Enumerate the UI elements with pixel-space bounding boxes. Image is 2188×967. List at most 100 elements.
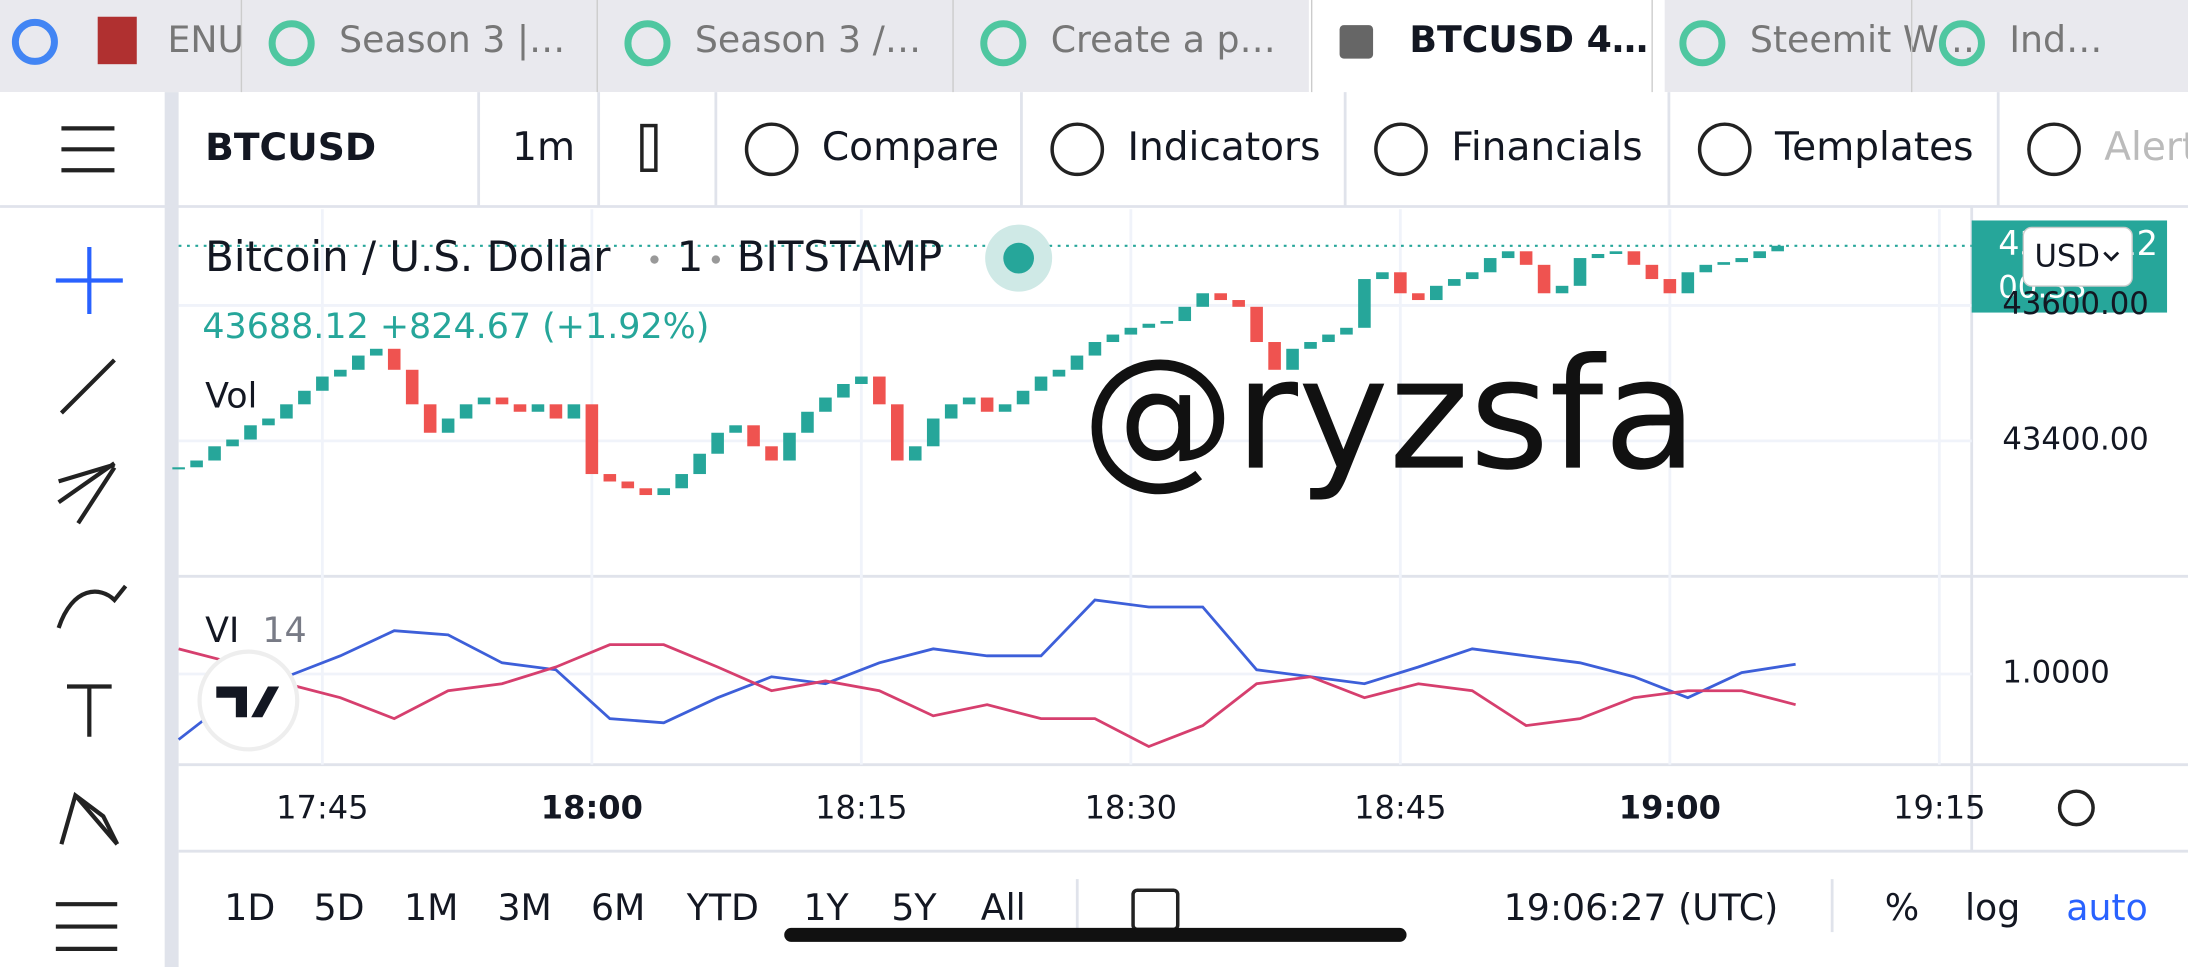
candle — [765, 446, 778, 461]
separator-dot — [650, 255, 659, 264]
toolbar-button[interactable]: Alert — [2104, 125, 2188, 170]
currency-button[interactable] — [2022, 226, 2133, 287]
x-tick-label: 18:15 — [815, 788, 907, 826]
candle — [1376, 272, 1389, 280]
text-tool[interactable] — [66, 684, 112, 737]
tab-title[interactable]: Season 3 |… — [339, 18, 565, 61]
candle — [298, 390, 311, 405]
app — [0, 92, 2188, 967]
tab-title[interactable]: Season 3 /… — [695, 18, 921, 61]
candle — [1286, 348, 1299, 370]
x-tick-label: 17:45 — [276, 788, 368, 826]
range-button[interactable]: 6M — [591, 886, 645, 929]
candle — [962, 397, 976, 405]
candle — [1178, 306, 1192, 322]
currency: USD — [2034, 240, 2100, 275]
candle — [1537, 264, 1551, 294]
pattern-tool[interactable] — [59, 791, 120, 846]
scale-option[interactable]: % — [1885, 886, 1919, 929]
candle — [495, 397, 509, 405]
toolbar-button[interactable]: Templates — [1774, 125, 1974, 170]
tab-icon — [624, 20, 671, 67]
candle — [567, 404, 581, 419]
candle — [1340, 327, 1353, 335]
symbol[interactable]: BTCUSD — [205, 125, 376, 169]
tab-title[interactable]: Create a p… — [1051, 18, 1276, 61]
tab-icon — [980, 20, 1027, 67]
candle — [908, 446, 922, 461]
range-button[interactable]: 3M — [497, 886, 551, 929]
candle — [387, 348, 401, 370]
candle — [1160, 321, 1174, 324]
scale-option[interactable]: auto — [2066, 886, 2148, 929]
close-icon[interactable] — [1339, 25, 1374, 59]
legend-values: 43688.12 +824.67 (+1.92%) — [202, 307, 709, 347]
vi-line — [178, 643, 1796, 749]
candle — [657, 488, 671, 496]
candle — [1663, 279, 1677, 294]
range-button[interactable]: 1Y — [803, 886, 849, 929]
line-tool[interactable] — [59, 358, 116, 415]
candle — [603, 474, 617, 482]
measure-tool[interactable] — [55, 902, 118, 951]
tab-title[interactable]: Ind… — [2009, 18, 2102, 61]
legend-title: Bitcoin / U.S. Dollar — [205, 232, 611, 281]
tv-logo[interactable] — [197, 649, 300, 752]
fib-tool[interactable] — [57, 461, 117, 525]
settings-icon[interactable] — [2057, 789, 2095, 827]
crosshair-tool[interactable] — [55, 246, 123, 314]
vi-line — [177, 598, 1796, 741]
range-button[interactable]: 5Y — [891, 886, 937, 929]
candle — [190, 460, 203, 468]
legend-exchange: BITSTAMP — [737, 232, 943, 281]
candle — [891, 404, 904, 461]
legend-interval: 1 — [677, 232, 704, 281]
tab-title[interactable]: ENU — [167, 18, 244, 61]
tab-title[interactable]: Steemit W… — [1750, 18, 1975, 61]
candle — [1645, 264, 1659, 280]
range-button[interactable]: 1D — [224, 886, 275, 929]
tab-icon — [268, 20, 315, 67]
candle — [729, 425, 742, 433]
candle — [1591, 253, 1605, 259]
range-button[interactable]: 1M — [404, 886, 458, 929]
scale-option[interactable]: log — [1965, 886, 2020, 929]
brush-tool[interactable] — [56, 584, 128, 629]
y-tick-label: 1.0000 — [2002, 655, 2109, 690]
candle — [837, 383, 850, 398]
toolbar-button[interactable]: Compare — [822, 125, 999, 170]
candle — [1142, 323, 1156, 328]
candle — [1447, 279, 1461, 286]
candle — [1681, 272, 1695, 294]
indicator-name: VI — [205, 611, 239, 651]
range-button[interactable]: 5D — [314, 886, 365, 929]
interval[interactable]: 1m — [512, 125, 575, 170]
tv-logo-mark — [216, 686, 280, 718]
sidebar-divider — [164, 92, 179, 967]
toolbar-icon — [744, 122, 799, 177]
chart-type-icon[interactable] — [640, 123, 658, 172]
candle — [226, 439, 239, 447]
candle — [1034, 376, 1048, 391]
range-button[interactable]: YTD — [686, 886, 759, 929]
x-tick-label: 19:00 — [1619, 788, 1721, 826]
candle — [1268, 342, 1281, 370]
toolbar-icon — [1374, 122, 1428, 177]
candle — [1358, 279, 1371, 328]
tab-title[interactable]: BTCUSD 4… — [1409, 18, 1648, 61]
candle — [1519, 251, 1533, 265]
clock: 19:06:27 (UTC) — [1504, 886, 1779, 929]
candle — [172, 467, 185, 470]
toolbar-button[interactable]: Financials — [1451, 125, 1642, 170]
indicator-length: 14 — [262, 611, 306, 651]
range-button[interactable]: All — [981, 886, 1026, 929]
menu-icon[interactable] — [61, 126, 115, 173]
candle — [459, 404, 473, 419]
candle — [1555, 285, 1569, 294]
toolbar-button[interactable]: Indicators — [1127, 125, 1320, 170]
candle — [1753, 251, 1766, 259]
candle — [639, 488, 653, 496]
candle — [280, 404, 293, 419]
market-status-dot — [1003, 242, 1034, 274]
candle — [1070, 355, 1084, 370]
